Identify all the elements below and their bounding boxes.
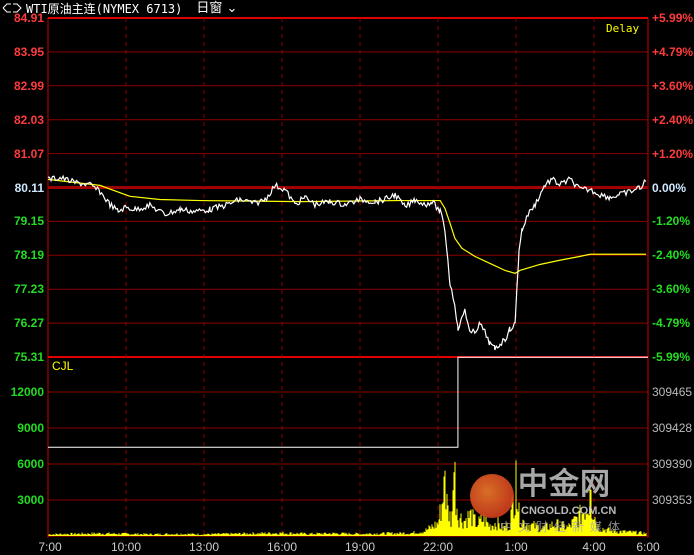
cjl-tick-label: 309353 bbox=[652, 493, 693, 507]
price-tick-label: 76.27 bbox=[13, 316, 44, 331]
price-tick-label: 78.19 bbox=[13, 248, 44, 263]
percent-tick-label: -4.79% bbox=[652, 316, 691, 331]
link-icon[interactable] bbox=[2, 1, 22, 17]
percent-tick-label: -5.99% bbox=[652, 350, 691, 364]
volume-tick-label: 6000 bbox=[17, 457, 44, 471]
delay-indicator: Delay bbox=[606, 22, 640, 35]
watermark-domain: CNGOLD.COM.CN bbox=[521, 505, 617, 517]
window-label: 日窗 bbox=[196, 1, 223, 16]
percent-tick-label: +1.20% bbox=[652, 146, 694, 161]
instrument-title: WTI原油主连(NYMEX 6713) bbox=[26, 2, 183, 16]
percent-tick-label: 0.00% bbox=[652, 180, 687, 195]
volume-tick-label: 3000 bbox=[17, 493, 44, 507]
price-tick-label: 84.91 bbox=[13, 11, 44, 25]
time-tick-label: 10:00 bbox=[110, 540, 142, 554]
time-tick-label: 6:00 bbox=[636, 540, 660, 554]
percent-tick-label: -3.60% bbox=[652, 282, 691, 297]
time-tick-label: 1:00 bbox=[504, 540, 528, 554]
price-tick-label: 82.99 bbox=[13, 78, 44, 93]
percent-tick-label: +2.40% bbox=[652, 112, 694, 127]
time-tick-label: 4:00 bbox=[582, 540, 606, 554]
cjl-tick-label: 309390 bbox=[652, 457, 693, 471]
cjl-line bbox=[48, 356, 648, 448]
watermark-brand: 中金网 bbox=[518, 467, 611, 502]
time-tick-label: 22:00 bbox=[422, 540, 454, 554]
cjl-tick-label: 309428 bbox=[652, 421, 693, 435]
volume-indicator-label: CJL bbox=[52, 359, 74, 373]
price-line bbox=[47, 174, 647, 351]
percent-tick-label: +5.99% bbox=[652, 11, 694, 25]
price-tick-label: 81.07 bbox=[13, 146, 44, 161]
time-tick-label: 13:00 bbox=[188, 540, 220, 554]
percent-tick-label: +4.79% bbox=[652, 44, 694, 59]
price-tick-label: 80.11 bbox=[14, 180, 44, 195]
percent-tick-label: -2.40% bbox=[652, 248, 691, 263]
price-tick-label: 75.31 bbox=[13, 350, 44, 364]
window-selector[interactable]: 日窗 ⌄ bbox=[196, 1, 237, 17]
time-tick-label: 19:00 bbox=[344, 540, 376, 554]
cngold-logo-icon bbox=[470, 474, 514, 518]
time-tick-label: 16:00 bbox=[266, 540, 298, 554]
chart-header: WTI原油主连(NYMEX 6713) 日窗 ⌄ bbox=[2, 1, 237, 17]
price-tick-label: 82.03 bbox=[13, 112, 44, 127]
volume-tick-label: 9000 bbox=[17, 421, 44, 435]
average-price-line bbox=[47, 178, 646, 274]
percent-tick-label: -1.20% bbox=[652, 214, 691, 229]
cjl-tick-label: 309465 bbox=[652, 385, 693, 399]
price-tick-label: 83.95 bbox=[13, 44, 44, 59]
price-tick-label: 77.23 bbox=[13, 282, 44, 297]
volume-tick-label: 12000 bbox=[10, 385, 44, 399]
price-tick-label: 79.15 bbox=[13, 214, 44, 229]
watermark-slogan: 中文财经新媒体 bbox=[500, 520, 627, 534]
percent-tick-label: +3.60% bbox=[652, 78, 694, 93]
time-tick-label: 7:00 bbox=[38, 540, 62, 554]
chevron-down-icon: ⌄ bbox=[226, 1, 238, 16]
